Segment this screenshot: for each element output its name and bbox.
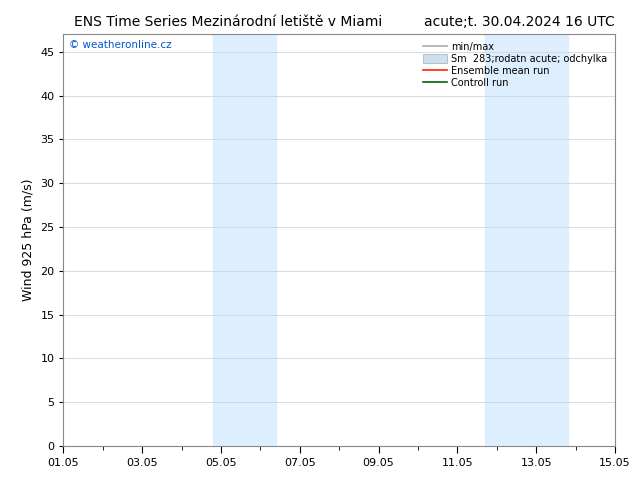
Legend: min/max, Sm  283;rodatn acute; odchylka, Ensemble mean run, Controll run: min/max, Sm 283;rodatn acute; odchylka, …: [420, 39, 610, 91]
Text: © weatheronline.cz: © weatheronline.cz: [69, 41, 172, 50]
Text: acute;t. 30.04.2024 16 UTC: acute;t. 30.04.2024 16 UTC: [424, 15, 615, 29]
Bar: [485, 34, 567, 446]
Y-axis label: Wind 925 hPa (m/s): Wind 925 hPa (m/s): [22, 179, 35, 301]
Bar: [213, 34, 276, 446]
Text: ENS Time Series Mezinárodní letiště v Miami: ENS Time Series Mezinárodní letiště v Mi…: [74, 15, 382, 29]
